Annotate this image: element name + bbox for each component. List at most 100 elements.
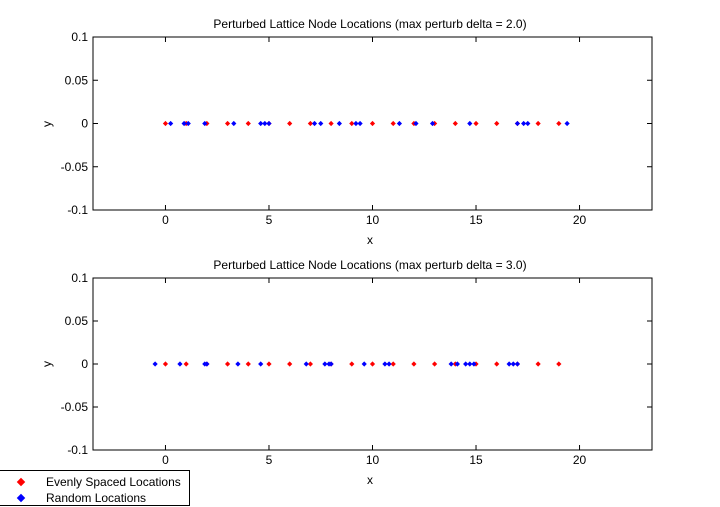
point-evenly-spaced [535,361,541,367]
point-random [467,361,473,367]
point-random [328,361,334,367]
x-tick-label: 15 [469,453,483,467]
point-random [303,361,309,367]
point-random [382,361,388,367]
chart-title: Perturbed Lattice Node Locations (max pe… [213,17,526,31]
point-random [204,361,210,367]
point-evenly-spaced [349,120,355,127]
x-tick-label: 0 [162,453,169,467]
y-axis-label: y [40,121,54,127]
y-tick-label: 0.1 [71,271,88,285]
point-random [266,120,272,127]
point-random [258,120,264,127]
x-tick-label: 0 [162,213,169,227]
point-evenly-spaced [390,120,396,127]
point-random [386,361,392,367]
point-random [357,120,363,127]
point-random [525,120,531,127]
point-random [454,361,460,367]
point-evenly-spaced [411,361,417,367]
point-evenly-spaced [328,120,334,127]
point-random [318,120,324,127]
x-axis-label: x [367,473,373,487]
legend-label: Evenly Spaced Locations [46,475,181,489]
point-evenly-spaced [266,361,272,367]
point-random [463,361,469,367]
point-evenly-spaced [369,361,376,367]
point-random [152,361,158,367]
point-random [467,120,473,127]
point-evenly-spaced [494,120,500,127]
point-random [311,120,318,127]
x-tick-label: 15 [469,213,483,227]
point-random [564,120,570,127]
point-random [413,120,419,127]
point-random [231,120,237,127]
point-random [361,361,367,367]
point-random [235,361,241,367]
point-random [181,120,187,127]
point-evenly-spaced [307,361,313,367]
point-evenly-spaced [224,120,231,127]
legend: Evenly Spaced Locations Random Locations [0,470,190,506]
axes-delta-3: Perturbed Lattice Node Locations (max pe… [40,258,653,487]
axes-delta-2: Perturbed Lattice Node Locations (max pe… [40,17,653,247]
point-random [521,120,527,127]
point-random [336,120,342,127]
y-tick-label: 0.05 [65,73,89,87]
y-tick-label: -0.05 [61,160,89,174]
diamond-marker-icon [16,493,26,503]
point-evenly-spaced [245,120,251,127]
x-tick-label: 5 [266,453,273,467]
y-tick-label: 0.05 [65,314,89,328]
legend-label: Random Locations [46,491,147,505]
mark-layer [162,120,570,127]
point-evenly-spaced [473,120,479,127]
point-random [506,361,512,367]
point-evenly-spaced [183,361,189,367]
tick-layer: 0 5 10 15 20 0.1 0.05 0 -0.05 -0.1 [61,30,652,227]
point-evenly-spaced [287,120,293,127]
x-tick-label: 20 [573,453,587,467]
point-random [202,120,208,127]
point-evenly-spaced [452,120,458,127]
x-tick-label: 10 [366,213,380,227]
x-tick-label: 10 [366,453,380,467]
point-random [471,361,477,367]
point-random [353,120,359,127]
y-tick-label: -0.1 [67,203,88,217]
diamond-marker-icon [16,477,26,487]
y-tick-label: 0 [81,117,88,131]
point-evenly-spaced [390,361,396,367]
point-evenly-spaced [369,120,376,127]
chart-title: Perturbed Lattice Node Locations (max pe… [213,258,526,272]
y-tick-label: 0.1 [71,30,88,44]
point-random [322,361,328,367]
point-random [510,361,516,367]
point-random [168,120,174,127]
point-evenly-spaced [349,361,355,367]
point-random [514,120,521,127]
point-evenly-spaced [287,361,293,367]
point-random [262,120,268,127]
point-evenly-spaced [245,361,251,367]
mark-layer [152,361,562,367]
point-random [429,120,436,127]
point-evenly-spaced [535,120,541,127]
tick-layer: 0 5 10 15 20 0.1 0.05 0 -0.05 -0.1 [61,271,652,467]
point-evenly-spaced [432,361,438,367]
x-axis-label: x [367,233,373,247]
point-random [177,361,183,367]
point-evenly-spaced [556,361,562,367]
point-random [514,361,521,367]
x-tick-label: 5 [266,213,273,227]
point-random [396,120,403,127]
point-random [448,361,454,367]
y-tick-label: 0 [81,357,88,371]
x-tick-label: 20 [573,213,587,227]
point-random [258,361,264,367]
point-evenly-spaced [224,361,231,367]
point-evenly-spaced [556,120,562,127]
point-evenly-spaced [494,361,500,367]
